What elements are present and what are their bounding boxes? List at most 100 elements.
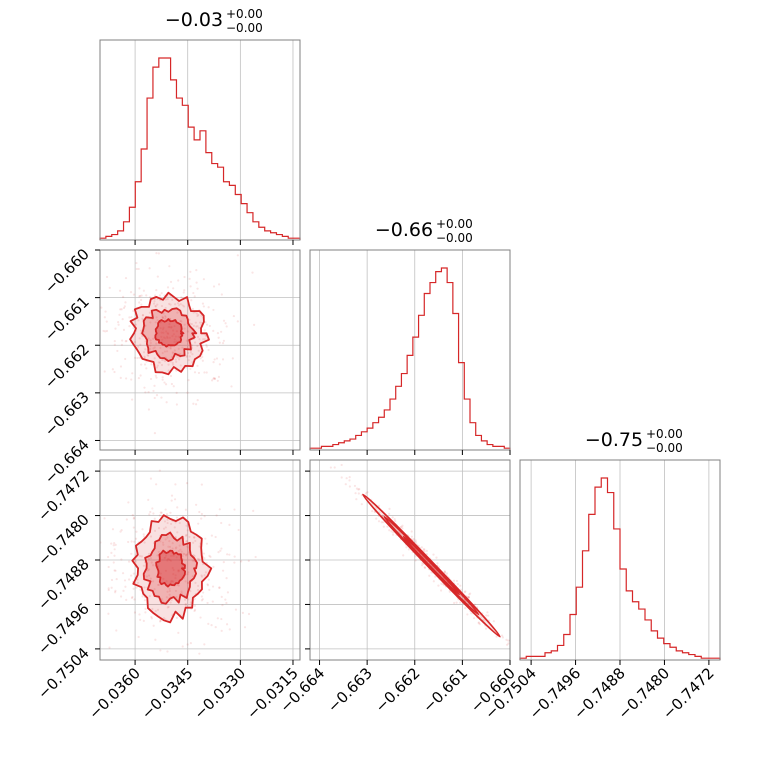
scatter-point <box>103 316 106 319</box>
scatter-point <box>100 306 103 309</box>
scatter-point <box>204 571 207 574</box>
scatter-point <box>145 575 149 578</box>
scatter-point <box>161 598 164 601</box>
scatter-point <box>166 336 169 340</box>
scatter-point <box>196 399 199 402</box>
scatter-point <box>206 584 210 587</box>
scatter-point <box>160 335 163 338</box>
scatter-point <box>196 364 199 367</box>
scatter-point <box>204 321 207 324</box>
scatter-point <box>155 366 159 369</box>
scatter-point <box>212 329 215 332</box>
scatter-point <box>212 361 215 364</box>
scatter-point <box>169 347 172 350</box>
scatter-point <box>142 619 145 623</box>
scatter-point <box>193 536 196 539</box>
scatter-point <box>197 584 200 587</box>
scatter-point <box>183 275 186 279</box>
scatter-point <box>191 559 194 562</box>
scatter-point <box>414 555 417 558</box>
scatter-point <box>141 595 144 598</box>
scatter-point <box>185 366 188 369</box>
scatter-point <box>142 289 145 292</box>
scatter-point <box>143 386 146 389</box>
scatter-point <box>200 574 203 577</box>
scatter-point <box>184 580 187 583</box>
scatter-point <box>220 617 223 621</box>
scatter-point <box>119 530 122 533</box>
scatter-point <box>218 586 221 589</box>
scatter-point <box>183 553 186 556</box>
scatter-point <box>167 325 170 329</box>
scatter-point <box>133 611 137 614</box>
scatter-point <box>124 301 127 304</box>
scatter-point <box>112 544 115 547</box>
scatter-point <box>170 522 173 526</box>
scatter-point <box>173 554 176 557</box>
scatter-point <box>164 569 167 572</box>
scatter-point <box>140 294 143 297</box>
histogram-step-1 <box>309 267 511 450</box>
scatter-point <box>184 602 187 606</box>
scatter-point <box>203 515 206 518</box>
scatter-point <box>148 267 151 270</box>
scatter-point <box>172 568 175 572</box>
scatter-point <box>147 568 151 571</box>
scatter-point <box>189 285 192 288</box>
scatter-point <box>186 573 189 576</box>
scatter-point <box>172 329 175 332</box>
scatter-point <box>181 565 184 568</box>
scatter-point <box>203 329 206 332</box>
scatter-point <box>132 293 136 296</box>
scatter-point <box>124 340 127 343</box>
scatter-point <box>185 554 188 557</box>
scatter-point <box>176 506 179 509</box>
scatter-point <box>168 322 171 326</box>
scatter-point <box>203 371 206 374</box>
scatter-point <box>114 327 117 330</box>
scatter-point <box>111 368 114 371</box>
scatter-point <box>196 557 199 560</box>
density-contour <box>141 307 198 362</box>
scatter-point <box>412 537 415 541</box>
scatter-point <box>205 323 209 326</box>
scatter-point <box>195 269 198 272</box>
scatter-point <box>202 552 206 555</box>
scatter-point <box>121 339 124 342</box>
scatter-point <box>110 542 113 545</box>
scatter-point <box>104 310 107 313</box>
scatter-point <box>206 601 209 605</box>
scatter-point <box>233 555 236 558</box>
scatter-point <box>203 574 206 577</box>
scatter-point <box>353 484 357 488</box>
scatter-point <box>137 319 140 322</box>
scatter-point <box>161 328 165 331</box>
scatter-point <box>189 642 192 645</box>
density-contour <box>142 531 198 605</box>
scatter-point <box>191 307 195 311</box>
scatter-point <box>469 592 472 595</box>
scatter-point <box>164 314 167 318</box>
scatter-point <box>467 596 470 599</box>
scatter-point <box>124 585 127 588</box>
scatter-point <box>147 552 151 555</box>
scatter-point <box>143 541 146 544</box>
scatter-point <box>173 340 176 344</box>
scatter-point <box>175 536 178 539</box>
scatter-point <box>143 355 146 358</box>
scatter-point <box>160 396 163 399</box>
scatter-point <box>115 577 118 581</box>
scatter-point <box>207 306 210 309</box>
scatter-point <box>114 543 117 546</box>
scatter-point <box>204 333 207 337</box>
scatter-point <box>435 556 438 559</box>
scatter-point <box>205 343 208 346</box>
scatter-point <box>124 357 127 361</box>
title-minus-1: −0.00 <box>436 231 473 245</box>
scatter-point <box>130 574 133 577</box>
scatter-point <box>153 384 156 387</box>
scatter-point <box>243 626 247 629</box>
scatter-point <box>480 616 483 619</box>
scatter-point <box>142 564 146 567</box>
scatter-point <box>159 511 162 514</box>
